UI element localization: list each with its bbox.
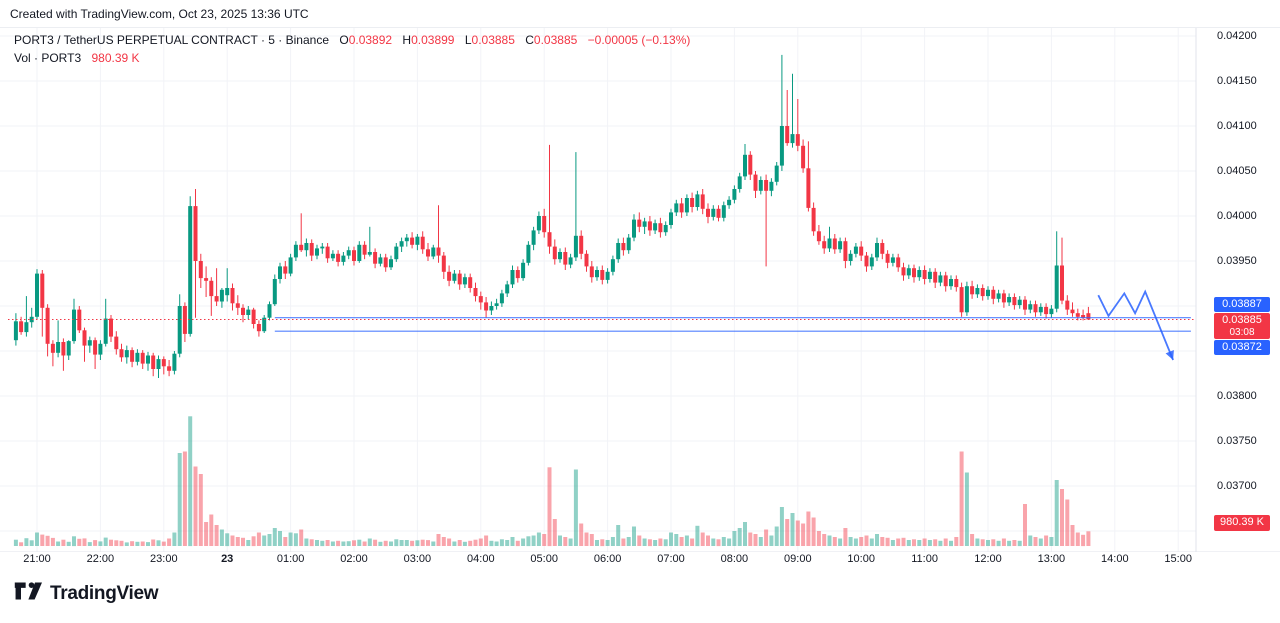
time-axis-label: 13:00 [1037,553,1066,565]
close-value: 0.03885 [533,33,578,47]
time-axis-label: 05:00 [530,553,558,565]
tradingview-mark-icon [14,580,42,607]
time-axis-label: 08:00 [720,553,749,565]
time-axis-label: 23 [221,553,234,565]
low-label: L [464,33,472,47]
price-axis-label: 0.04000 [1217,209,1257,222]
time-axis-label: 12:00 [974,553,1002,565]
time-axis-label: 23:00 [150,553,178,565]
tradingview-logo[interactable]: TradingView [14,580,159,607]
price-axis-label: 0.03700 [1217,479,1257,492]
chart-canvas[interactable] [0,28,1280,552]
time-axis-label: 06:00 [593,553,622,565]
high-label: H [402,33,412,47]
price-badge-level-low: 0.03872 [1214,339,1270,355]
time-axis-label: 15:00 [1164,553,1192,565]
time-axis-label: 01:00 [276,553,305,565]
time-axis-label: 03:00 [403,553,432,565]
arrow-head [1165,350,1174,360]
time-axis-label: 09:00 [784,553,812,565]
volume-label[interactable]: Vol · PORT3 [14,51,82,65]
time-axis-label: 04:00 [467,553,495,565]
time-axis-label: 07:00 [657,553,685,565]
legend-row-volume: Vol · PORT3 980.39 K [14,50,690,66]
volume-badge: 980.39 K [1214,515,1270,532]
time-axis-label: 22:00 [86,553,115,565]
symbol-title[interactable]: PORT3 / TetherUS PERPETUAL CONTRACT · 5 … [14,33,329,47]
attribution-text: Created with TradingView.com, Oct 23, 20… [10,7,309,21]
open-label: O [339,33,349,47]
close-label: C [525,33,534,47]
high-value: 0.03899 [411,33,455,47]
time-axis-label: 02:00 [340,553,368,565]
projection-arrow[interactable] [1097,289,1174,361]
open-value: 0.03892 [348,33,393,47]
price-badge-current: 0.03885 03:08 [1214,312,1270,339]
time-axis[interactable]: 21:00 22:00 23:00 23 01:00 02:00 03:00 04:00 05:… [0,551,1280,575]
brand-text: TradingView [50,582,159,604]
change-value: −0.00005 (−0.13%) [587,33,691,47]
volume-value: 980.39 K [91,51,140,65]
time-axis-label: 11:00 [911,553,938,565]
price-badge-level-high: 0.03887 [1214,296,1270,312]
price-axis-label: 0.03800 [1217,389,1257,402]
price-axis-label: 0.04050 [1217,164,1257,177]
time-axis-label: 10:00 [847,553,875,565]
time-axis-label: 21:00 [23,553,51,565]
price-axis-label: 0.04100 [1217,119,1257,132]
price-axis-label: 0.04200 [1217,29,1257,42]
low-value: 0.03885 [471,33,515,47]
legend-row-symbol: PORT3 / TetherUS PERPETUAL CONTRACT · 5 … [14,32,690,48]
chart-region: PORT3 / TetherUS PERPETUAL CONTRACT · 5 … [0,27,1280,552]
time-axis-label: 14:00 [1101,553,1129,565]
price-axis-label: 0.04150 [1217,74,1257,87]
price-axis-label: 0.03750 [1217,434,1257,447]
chart-legend: PORT3 / TetherUS PERPETUAL CONTRACT · 5 … [14,32,690,68]
price-axis-label: 0.03950 [1217,254,1257,267]
